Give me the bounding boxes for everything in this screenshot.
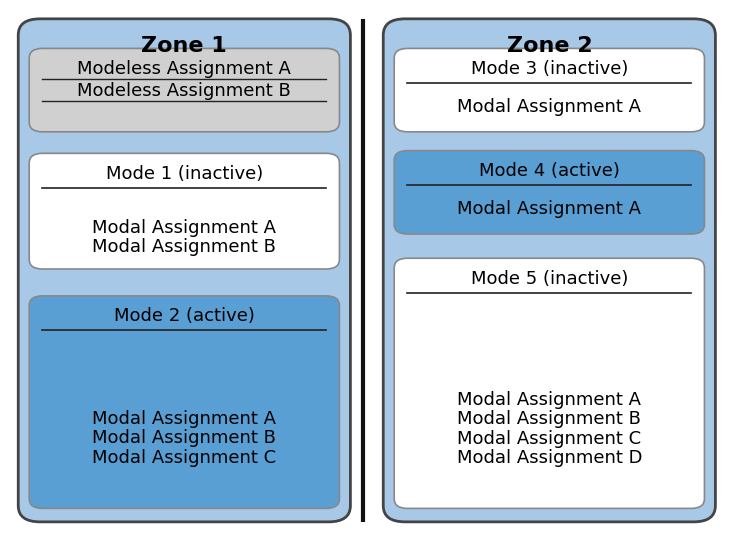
Text: Modal Assignment C: Modal Assignment C bbox=[92, 449, 277, 466]
Text: Mode 3 (inactive): Mode 3 (inactive) bbox=[471, 60, 628, 78]
Text: Modal Assignment A: Modal Assignment A bbox=[457, 98, 642, 116]
Text: Modal Assignment C: Modal Assignment C bbox=[457, 430, 642, 448]
FancyBboxPatch shape bbox=[394, 151, 704, 234]
Text: Mode 2 (active): Mode 2 (active) bbox=[114, 307, 255, 325]
FancyBboxPatch shape bbox=[29, 48, 339, 132]
Text: Mode 1 (inactive): Mode 1 (inactive) bbox=[106, 165, 263, 183]
Text: Modeless Assignment B: Modeless Assignment B bbox=[77, 82, 291, 100]
FancyBboxPatch shape bbox=[394, 48, 704, 132]
Text: Modal Assignment B: Modal Assignment B bbox=[93, 429, 276, 447]
FancyBboxPatch shape bbox=[394, 258, 704, 508]
FancyBboxPatch shape bbox=[29, 153, 339, 269]
Text: Modal Assignment A: Modal Assignment A bbox=[457, 200, 642, 218]
Text: Modal Assignment A: Modal Assignment A bbox=[92, 219, 277, 237]
Text: Zone 1: Zone 1 bbox=[142, 36, 227, 56]
FancyBboxPatch shape bbox=[18, 19, 350, 522]
Text: Modal Assignment B: Modal Assignment B bbox=[458, 410, 641, 428]
FancyBboxPatch shape bbox=[383, 19, 715, 522]
Text: Modal Assignment D: Modal Assignment D bbox=[456, 449, 642, 467]
Text: Modal Assignment B: Modal Assignment B bbox=[93, 238, 276, 256]
Text: Modal Assignment A: Modal Assignment A bbox=[457, 391, 642, 409]
Text: Modeless Assignment A: Modeless Assignment A bbox=[77, 60, 291, 78]
Text: Mode 4 (active): Mode 4 (active) bbox=[479, 162, 620, 180]
FancyBboxPatch shape bbox=[29, 296, 339, 508]
Text: Mode 5 (inactive): Mode 5 (inactive) bbox=[471, 270, 628, 288]
Text: Modal Assignment A: Modal Assignment A bbox=[92, 410, 277, 428]
Text: Zone 2: Zone 2 bbox=[507, 36, 592, 56]
